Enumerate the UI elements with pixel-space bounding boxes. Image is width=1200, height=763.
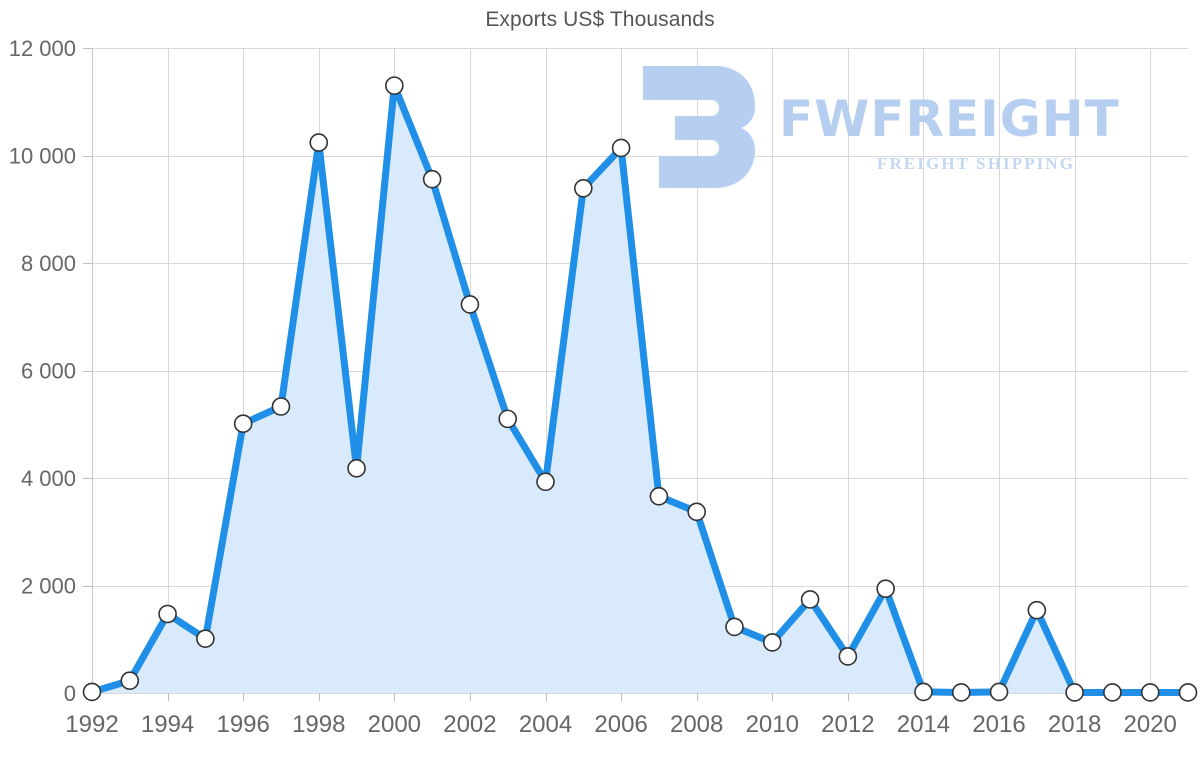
svg-text:2000: 2000	[368, 711, 421, 738]
series-markers	[82, 76, 1198, 702]
svg-text:2002: 2002	[443, 711, 496, 738]
svg-text:2014: 2014	[897, 711, 950, 738]
svg-text:8 000: 8 000	[21, 251, 76, 276]
svg-text:10 000: 10 000	[9, 144, 76, 169]
chart-title: Exports US$ Thousands	[485, 8, 715, 31]
svg-text:6 000: 6 000	[21, 359, 76, 384]
svg-text:1994: 1994	[141, 711, 194, 738]
y-axis-line	[83, 48, 93, 694]
svg-text:1992: 1992	[65, 711, 118, 738]
svg-text:4 000: 4 000	[21, 466, 76, 491]
svg-text:1998: 1998	[292, 711, 345, 738]
svg-text:2008: 2008	[670, 711, 723, 738]
svg-text:12 000: 12 000	[9, 36, 76, 61]
svg-text:2004: 2004	[519, 711, 572, 738]
svg-text:2020: 2020	[1124, 711, 1177, 738]
svg-text:1996: 1996	[216, 711, 269, 738]
x-axis-labels: 1992 1994 1996 1998 2000 2002 2004 2006 2008 2010…	[65, 711, 1177, 738]
y-axis-labels: 0 2 000 4 000 6 000 8 000 10 000 12 000	[9, 36, 76, 706]
svg-text:0: 0	[64, 681, 76, 706]
svg-text:2018: 2018	[1048, 711, 1101, 738]
series-area-fill	[92, 85, 1188, 693]
svg-text:2006: 2006	[594, 711, 647, 738]
svg-text:2 000: 2 000	[21, 574, 76, 599]
svg-text:2012: 2012	[821, 711, 874, 738]
svg-text:2016: 2016	[972, 711, 1025, 738]
svg-text:2010: 2010	[746, 711, 799, 738]
